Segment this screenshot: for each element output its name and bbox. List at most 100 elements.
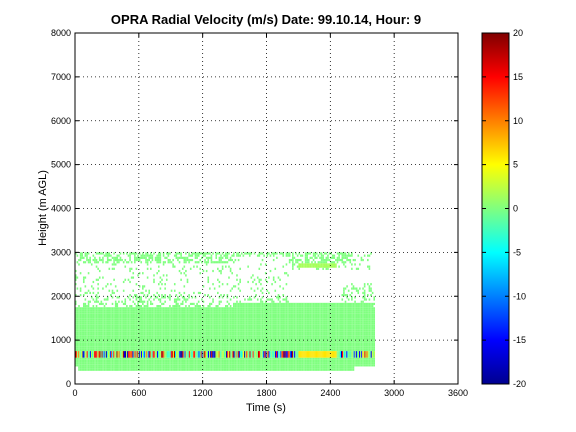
velocity-cell	[135, 307, 138, 310]
velocity-cell	[258, 364, 261, 367]
velocity-cell	[162, 313, 165, 316]
velocity-cell	[135, 283, 138, 286]
velocity-cell	[102, 333, 104, 336]
velocity-cell	[268, 276, 270, 279]
velocity-cell	[114, 364, 117, 367]
velocity-cell	[150, 256, 152, 259]
velocity-cell	[220, 348, 222, 352]
velocity-cell	[102, 276, 104, 279]
velocity-cell	[111, 366, 114, 369]
velocity-cell	[132, 300, 135, 303]
velocity-cell	[127, 348, 130, 352]
velocity-cell	[156, 320, 158, 323]
velocity-cell	[130, 362, 133, 365]
velocity-cell	[134, 322, 136, 325]
velocity-cell	[162, 296, 165, 299]
velocity-cell	[150, 329, 152, 332]
velocity-cell	[79, 315, 82, 319]
velocity-cell	[127, 322, 130, 325]
velocity-cell	[111, 318, 114, 321]
velocity-cell	[183, 296, 186, 299]
velocity-cell	[76, 254, 79, 257]
velocity-cell	[253, 331, 256, 334]
velocity-cell	[312, 368, 315, 371]
velocity-cell	[92, 254, 95, 257]
velocity-cell	[269, 269, 272, 273]
velocity-cell	[127, 318, 130, 321]
velocity-cell	[315, 366, 318, 369]
velocity-cell	[287, 335, 289, 338]
velocity-cell	[307, 322, 310, 325]
velocity-cell	[232, 359, 235, 363]
velocity-cell	[266, 331, 269, 334]
velocity-cell	[298, 313, 301, 316]
velocity-cell	[103, 364, 106, 367]
velocity-cell	[232, 344, 235, 347]
velocity-cell	[280, 305, 283, 308]
velocity-cell	[173, 254, 176, 257]
velocity-cell	[205, 324, 208, 327]
velocity-cell	[86, 329, 88, 332]
velocity-cell	[218, 344, 221, 347]
velocity-cell	[237, 258, 240, 262]
velocity-cell	[118, 340, 120, 343]
velocity-cell	[236, 368, 238, 371]
velocity-cell	[277, 368, 280, 371]
velocity-cell	[178, 344, 181, 347]
velocity-cell	[288, 348, 291, 352]
velocity-cell	[292, 364, 294, 367]
velocity-cell	[301, 320, 304, 323]
velocity-cell	[156, 331, 158, 334]
velocity-cell	[124, 318, 127, 321]
velocity-cell	[282, 305, 285, 308]
velocity-cell	[239, 324, 241, 327]
velocity-cell	[134, 346, 136, 349]
velocity-cell	[300, 342, 302, 345]
velocity-cell	[180, 331, 182, 334]
velocity-cell	[89, 331, 91, 334]
velocity-cell	[159, 276, 162, 279]
velocity-cell	[134, 348, 136, 352]
velocity-cell	[143, 313, 146, 316]
velocity-cell	[207, 340, 210, 343]
velocity-cell	[280, 252, 283, 255]
velocity-cell	[161, 335, 163, 338]
velocity-cell	[162, 302, 165, 306]
velocity-cell	[121, 342, 123, 345]
velocity-cell	[175, 362, 178, 365]
velocity-cell	[320, 333, 323, 336]
velocity-cell	[98, 346, 101, 349]
velocity-cell	[320, 342, 323, 345]
velocity-cell	[103, 368, 106, 371]
velocity-cell	[191, 362, 194, 365]
velocity-cell	[300, 348, 302, 352]
velocity-cell	[285, 333, 288, 336]
velocity-cell	[105, 261, 107, 264]
velocity-cell	[311, 322, 313, 325]
velocity-cell	[242, 309, 245, 312]
velocity-cell	[314, 329, 316, 332]
velocity-cell	[108, 318, 111, 321]
velocity-cell	[248, 322, 251, 325]
velocity-cell	[175, 326, 178, 330]
velocity-cell	[100, 311, 103, 314]
velocity-cell	[102, 340, 104, 343]
velocity-cell	[185, 357, 187, 360]
velocity-cell	[266, 307, 269, 310]
velocity-cell	[157, 335, 160, 338]
velocity-cell	[217, 267, 219, 270]
velocity-cell	[181, 307, 184, 310]
velocity-cell	[185, 256, 187, 259]
velocity-cell	[76, 322, 79, 325]
velocity-cell	[129, 357, 131, 360]
velocity-cell	[226, 348, 229, 352]
velocity-cell	[157, 269, 160, 273]
velocity-cell	[284, 313, 286, 316]
velocity-cell	[266, 318, 269, 321]
velocity-cell	[215, 357, 218, 360]
velocity-cell	[263, 302, 265, 306]
velocity-cell	[134, 362, 136, 365]
velocity-cell	[205, 256, 208, 259]
velocity-cell	[217, 346, 219, 349]
velocity-cell	[153, 307, 155, 310]
